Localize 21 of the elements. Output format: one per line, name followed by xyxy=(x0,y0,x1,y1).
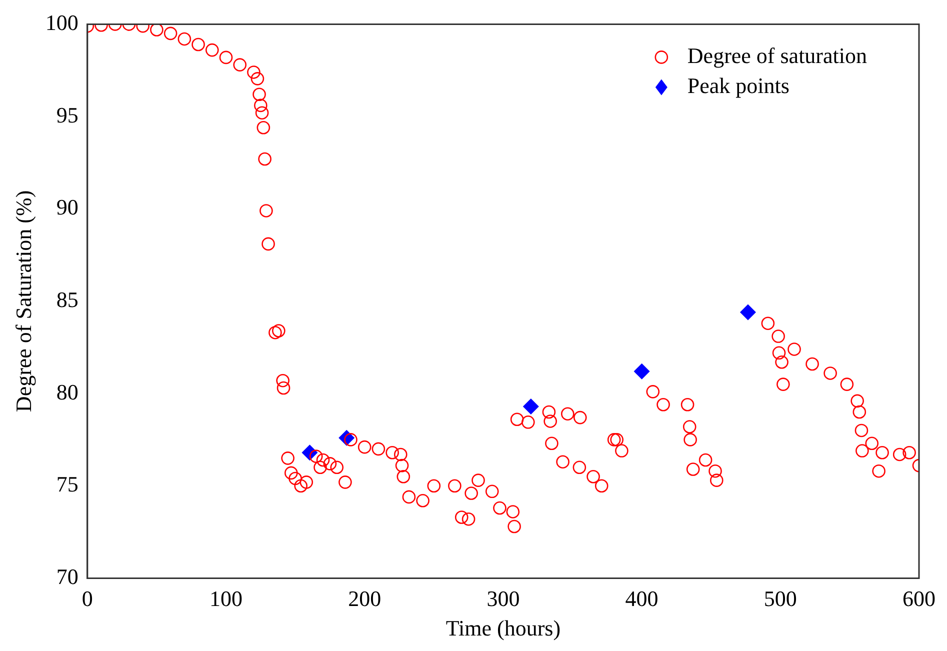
point xyxy=(740,304,756,320)
x-tick-label: 400 xyxy=(625,586,658,612)
x-tick-label: 100 xyxy=(210,586,242,612)
x-tick-label: 600 xyxy=(902,586,936,612)
y-tick-label: 95 xyxy=(56,102,78,128)
y-tick-label: 90 xyxy=(56,194,78,220)
legend-label: Peak points xyxy=(687,72,790,98)
y-tick-label: 85 xyxy=(56,286,78,312)
y-axis-title: Degree of Saturation (%) xyxy=(10,190,36,412)
point xyxy=(634,363,650,380)
y-tick-label: 75 xyxy=(56,472,78,497)
x-tick-label: 0 xyxy=(82,586,93,612)
y-tick-label: 100 xyxy=(45,10,78,35)
x-tick-label: 300 xyxy=(486,586,520,612)
y-tick-label: 80 xyxy=(56,379,78,404)
x-tick-label: 200 xyxy=(348,586,382,612)
x-axis-title: Time (hours) xyxy=(446,616,561,641)
x-tick-label: 500 xyxy=(764,586,797,612)
legend-label: Degree of saturation xyxy=(687,42,868,68)
y-tick-label: 70 xyxy=(56,564,78,589)
point xyxy=(522,398,539,414)
